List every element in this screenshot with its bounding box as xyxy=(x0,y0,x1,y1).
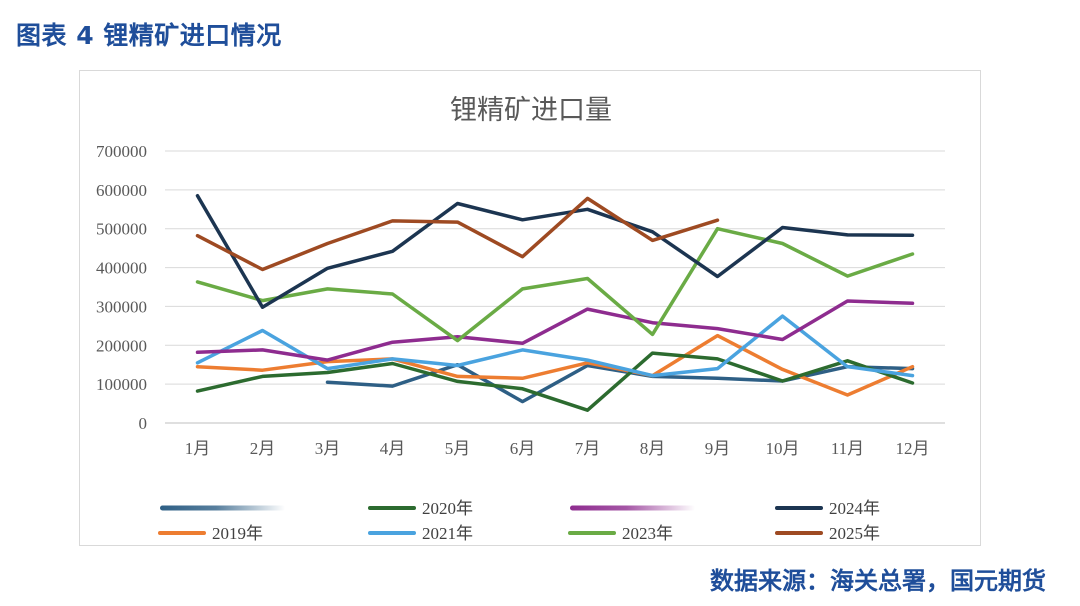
x-tick-label: 11月 xyxy=(831,439,864,458)
chart-title: 锂精矿进口量 xyxy=(450,95,612,126)
series-line-2025年 xyxy=(195,196,720,272)
y-tick-label: 200000 xyxy=(96,336,147,355)
series-line-2023年 xyxy=(195,226,915,343)
y-tick-label: 300000 xyxy=(96,297,147,316)
series-line-2019年 xyxy=(195,333,915,397)
series-line-2021年 xyxy=(195,314,915,378)
series-line-unlabeled-4 xyxy=(195,299,915,362)
source-note: 数据来源：海关总署，国元期货 xyxy=(710,567,1046,595)
y-tick-label: 400000 xyxy=(96,259,147,278)
y-tick-label: 500000 xyxy=(96,220,147,239)
legend-label: 2021年 xyxy=(422,524,473,543)
legend-label: 2019年 xyxy=(212,524,263,543)
x-tick-label: 9月 xyxy=(705,439,731,458)
y-tick-label: 600000 xyxy=(96,181,147,200)
legend-swatch-faded xyxy=(160,505,285,511)
x-tick-label: 7月 xyxy=(575,439,601,458)
y-tick-label: 100000 xyxy=(96,375,147,394)
x-tick-label: 1月 xyxy=(185,439,211,458)
y-tick-label: 700000 xyxy=(96,142,147,161)
line-chart: 锂精矿进口量 0 100000 200000 300000 400000 500000 600… xyxy=(96,95,945,543)
figure-caption: 图表 4 锂精矿进口情况 xyxy=(16,21,282,50)
legend-label: 2024年 xyxy=(829,499,880,518)
chart-frame: 锂精矿进口量 0 100000 200000 300000 400000 500000 600… xyxy=(79,70,981,546)
legend-swatch-faded xyxy=(570,505,695,511)
legend-label: 2025年 xyxy=(829,524,880,543)
series-line-2020年 xyxy=(195,351,915,412)
x-tick-label: 6月 xyxy=(510,439,536,458)
x-tick-label: 8月 xyxy=(640,439,666,458)
x-tick-label: 5月 xyxy=(445,439,471,458)
y-tick-label: 0 xyxy=(139,414,148,433)
x-tick-label: 12月 xyxy=(896,439,930,458)
x-tick-label: 10月 xyxy=(766,439,800,458)
series-line-2024年 xyxy=(195,193,915,309)
legend-label: 2020年 xyxy=(422,499,473,518)
x-tick-label: 4月 xyxy=(380,439,406,458)
x-tick-label: 3月 xyxy=(315,439,341,458)
legend-label: 2023年 xyxy=(622,524,673,543)
x-tick-label: 2月 xyxy=(250,439,276,458)
